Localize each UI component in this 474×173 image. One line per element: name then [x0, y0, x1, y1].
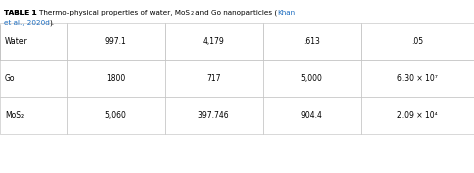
Text: 717: 717 — [206, 74, 221, 83]
Text: .613: .613 — [303, 37, 320, 46]
Bar — [164, 97, 263, 134]
Text: MoS₂: MoS₂ — [5, 111, 24, 120]
Bar — [263, 23, 361, 60]
Bar — [67, 25, 164, 60]
Text: 2.09 × 10⁴: 2.09 × 10⁴ — [397, 111, 438, 120]
Bar — [361, 60, 474, 97]
Bar — [164, 23, 263, 60]
Text: 997.1: 997.1 — [105, 37, 127, 46]
Bar — [361, 97, 474, 134]
Text: ).: ). — [50, 20, 55, 26]
Bar — [67, 60, 164, 97]
Bar — [0, 25, 67, 60]
Text: 5,060: 5,060 — [105, 111, 127, 120]
Text: Thermo-physical properties of water, MoS: Thermo-physical properties of water, MoS — [39, 10, 190, 16]
Text: .05: .05 — [411, 37, 423, 46]
Text: ρ(Kg/m³): ρ(Kg/m³) — [100, 39, 132, 46]
Text: Cₚ(J/KgK): Cₚ(J/KgK) — [197, 39, 230, 46]
Bar — [67, 23, 164, 60]
Bar — [0, 60, 67, 97]
Text: 6.30 × 10⁷: 6.30 × 10⁷ — [397, 74, 438, 83]
Text: σ (Ω.m)⁻¹: σ (Ω.m)⁻¹ — [400, 39, 434, 46]
Bar — [361, 25, 474, 60]
Bar — [263, 97, 361, 134]
Text: TABLE 1: TABLE 1 — [4, 10, 39, 16]
Bar — [361, 23, 474, 60]
Text: 4,179: 4,179 — [203, 37, 225, 46]
Text: et al., 2020d: et al., 2020d — [4, 20, 50, 26]
Bar — [164, 60, 263, 97]
Text: 1800: 1800 — [106, 74, 125, 83]
Text: Water: Water — [5, 37, 28, 46]
Bar — [263, 60, 361, 97]
Bar — [67, 97, 164, 134]
Text: k (W/mK): k (W/mK) — [295, 39, 328, 46]
Bar — [263, 25, 361, 60]
Bar — [164, 25, 263, 60]
Text: 5,000: 5,000 — [301, 74, 322, 83]
Bar — [0, 23, 67, 60]
Text: 904.4: 904.4 — [301, 111, 322, 120]
Text: and Go nanoparticles (: and Go nanoparticles ( — [193, 10, 277, 16]
Text: 397.746: 397.746 — [198, 111, 229, 120]
Text: 2: 2 — [190, 11, 193, 16]
Text: TABLE 1: TABLE 1 — [4, 10, 39, 16]
Text: Khan: Khan — [277, 10, 296, 16]
Bar — [0, 97, 67, 134]
Text: Go: Go — [5, 74, 16, 83]
